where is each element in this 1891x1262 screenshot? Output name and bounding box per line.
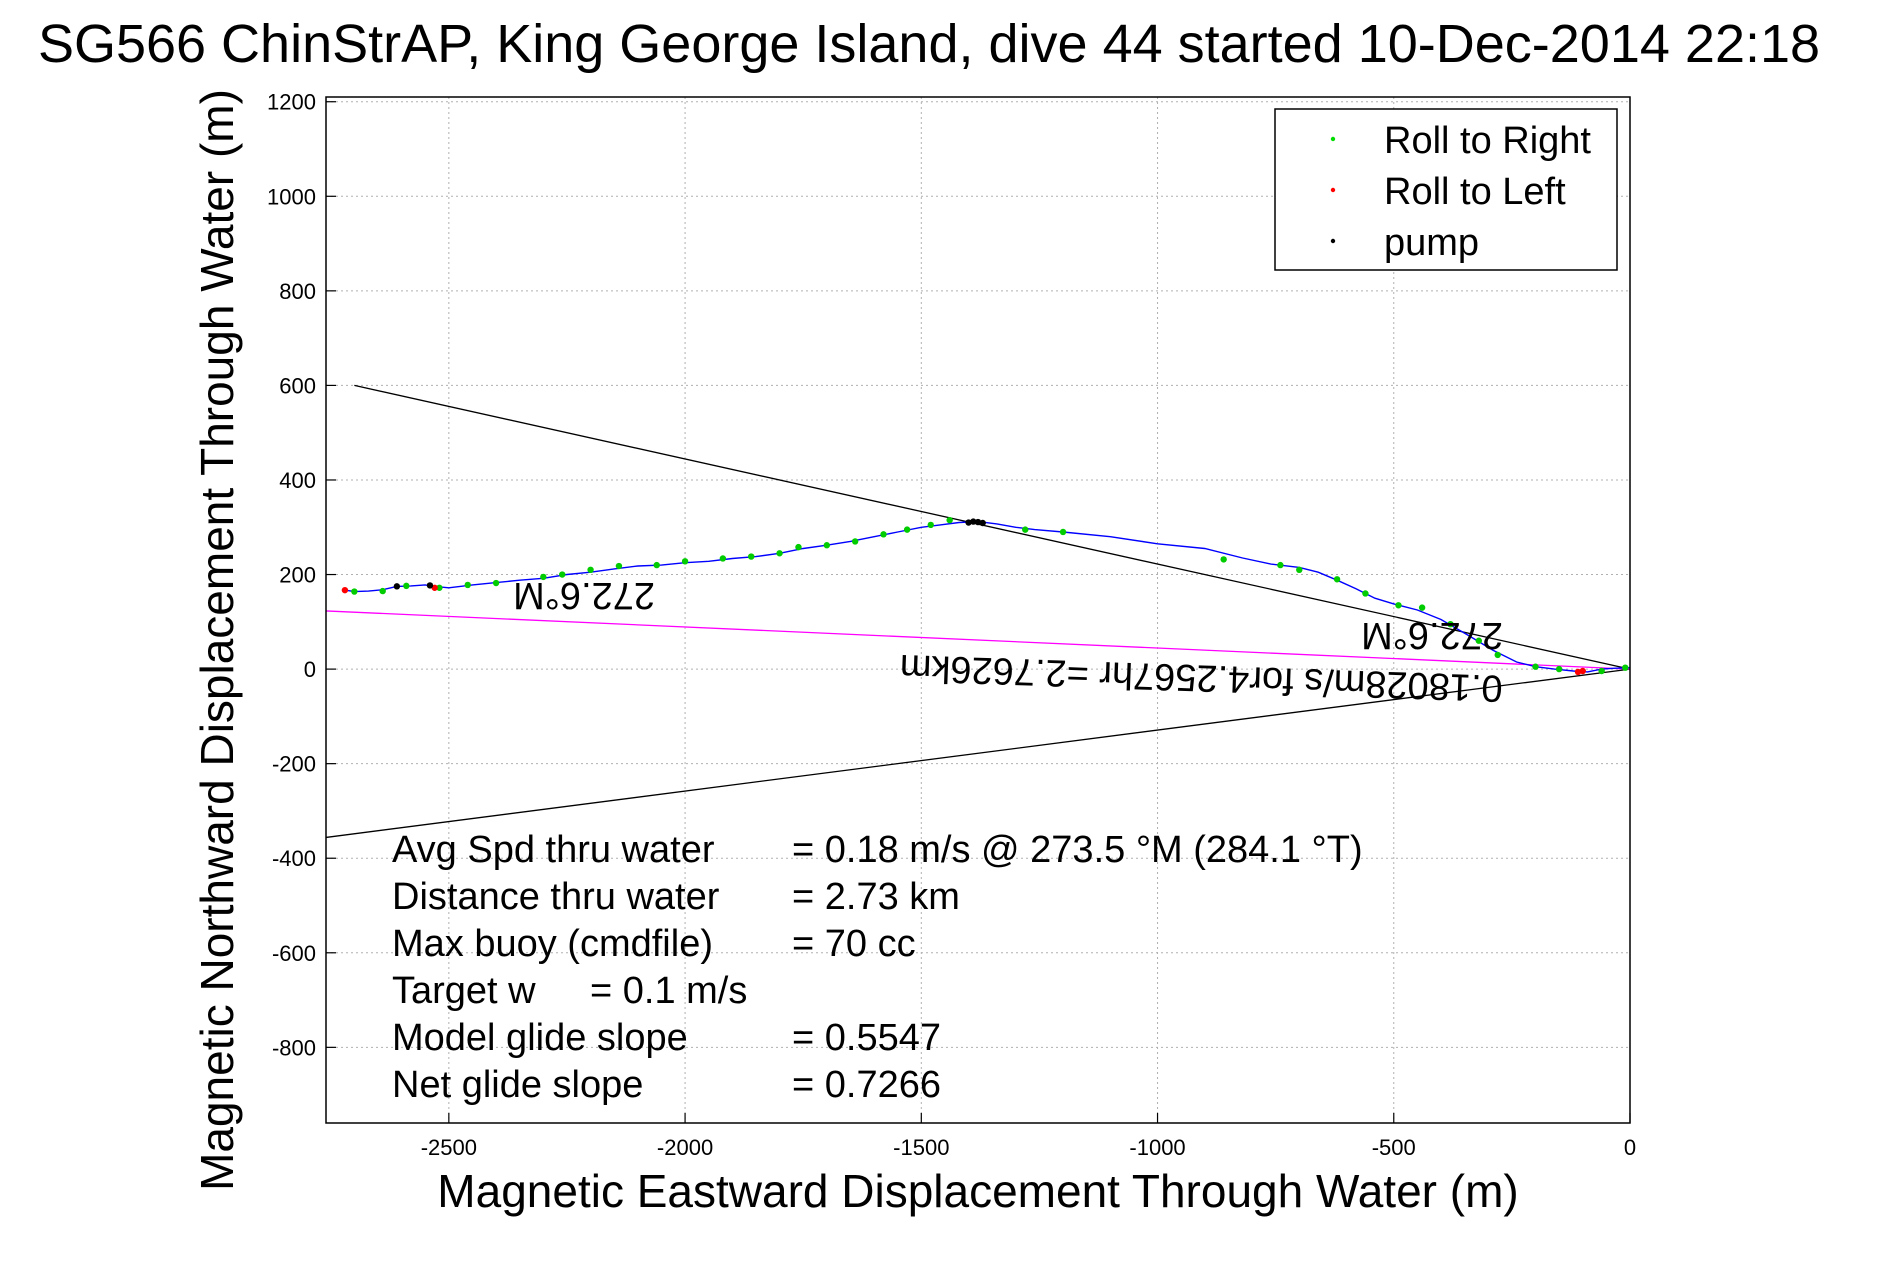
heading-lines bbox=[325, 384, 1631, 839]
x-tick-label: -2500 bbox=[421, 1135, 477, 1160]
stat-value: = 0.5547 bbox=[792, 1017, 941, 1059]
x-axis-label: Magnetic Eastward Displacement Through W… bbox=[437, 1165, 1518, 1217]
legend-marker-roll-left bbox=[1330, 187, 1336, 193]
roll-right-point bbox=[653, 561, 660, 569]
y-tick-label: 1200 bbox=[267, 90, 316, 115]
y-axis-ticks: 1200 1000 800 600 400 200 0 -200 -400 -600 -800 bbox=[267, 90, 336, 1060]
roll-right-point bbox=[1418, 604, 1426, 611]
y-tick-label: 200 bbox=[279, 563, 316, 588]
roll-right-point bbox=[464, 581, 471, 589]
roll-right-point bbox=[681, 558, 689, 565]
avg-heading-line bbox=[325, 610, 1631, 670]
y-tick-label: 0 bbox=[304, 657, 316, 682]
roll-right-point bbox=[1022, 526, 1029, 533]
roll-right-point bbox=[748, 553, 755, 560]
x-tick-label: 0 bbox=[1624, 1135, 1636, 1160]
stat-value: = 2.73 km bbox=[792, 876, 960, 918]
y-tick-label: -800 bbox=[272, 1035, 316, 1060]
y-tick-label: -600 bbox=[272, 941, 316, 966]
roll-pump-points bbox=[341, 516, 1629, 676]
y-tick-label: -200 bbox=[272, 752, 316, 777]
roll-right-point bbox=[351, 588, 358, 595]
roll-right-point bbox=[1277, 561, 1284, 569]
average-heading-line bbox=[325, 610, 1631, 670]
roll-right-point bbox=[903, 526, 911, 533]
x-tick-label: -2000 bbox=[657, 1135, 713, 1160]
legend-label-roll-left: Roll to Left bbox=[1384, 171, 1566, 213]
roll-right-point bbox=[436, 584, 443, 591]
y-tick-label: -400 bbox=[272, 846, 316, 871]
roll-right-point bbox=[946, 516, 953, 524]
stats-block: Avg Spd thru water = 0.18 m/s @ 273.5 °M … bbox=[392, 829, 1363, 1106]
stat-value: = 70 cc bbox=[792, 923, 916, 965]
legend-label-roll-right: Roll to Right bbox=[1384, 120, 1591, 162]
x-tick-label: -1500 bbox=[893, 1135, 949, 1160]
stat-value: = 0.7266 bbox=[792, 1064, 941, 1106]
legend: Roll to Right Roll to Left pump bbox=[1274, 108, 1618, 271]
roll-right-point bbox=[1395, 602, 1402, 609]
roll-right-point bbox=[795, 543, 802, 551]
pump-point bbox=[970, 518, 977, 525]
y-tick-label: 600 bbox=[279, 373, 316, 398]
roll-right-point bbox=[587, 566, 594, 574]
roll-right-point bbox=[1059, 528, 1067, 536]
stat-label: Target w bbox=[392, 970, 536, 1012]
legend-marker-pump bbox=[1330, 238, 1336, 244]
y-tick-label: 400 bbox=[279, 468, 316, 493]
roll-right-point bbox=[1598, 667, 1605, 675]
x-tick-label: -1000 bbox=[1129, 1135, 1185, 1160]
stat-label: Model glide slope bbox=[392, 1017, 688, 1059]
y-tick-label: 800 bbox=[279, 279, 316, 304]
roll-right-point bbox=[1494, 651, 1501, 659]
plot-frame bbox=[325, 96, 1631, 1124]
pump-point bbox=[426, 582, 434, 589]
y-tick-label: 1000 bbox=[267, 184, 316, 209]
roll-right-point bbox=[1475, 637, 1483, 644]
roll-left-point bbox=[1574, 668, 1582, 676]
roll-right-point bbox=[379, 587, 386, 595]
roll-right-point bbox=[492, 579, 500, 587]
roll-right-point bbox=[1362, 590, 1369, 597]
roll-left-point bbox=[431, 584, 438, 591]
pump-point bbox=[393, 583, 401, 590]
roll-right-point bbox=[1333, 576, 1341, 583]
legend-label-pump: pump bbox=[1384, 222, 1479, 264]
roll-right-point bbox=[559, 571, 566, 578]
stat-label: Distance thru water bbox=[392, 876, 720, 918]
heading-line bbox=[325, 668, 1631, 839]
heading-annotation-upper: 272.6°M bbox=[513, 574, 655, 616]
legend-marker-roll-right bbox=[1330, 136, 1336, 142]
roll-right-point bbox=[776, 550, 783, 557]
roll-right-point bbox=[823, 542, 831, 549]
roll-right-point bbox=[1296, 566, 1303, 574]
roll-right-point bbox=[927, 521, 934, 529]
heading-line bbox=[354, 384, 1631, 670]
stat-value: = 0.18 m/s @ 273.5 °M (284.1 °T) bbox=[792, 829, 1363, 871]
stat-label: Max buoy (cmdfile) bbox=[392, 923, 713, 965]
roll-right-point bbox=[1622, 664, 1629, 671]
roll-left-point bbox=[341, 586, 349, 594]
y-axis-label: Magnetic Northward Displacement Through … bbox=[191, 89, 243, 1191]
stat-label: Avg Spd thru water bbox=[392, 829, 715, 871]
roll-right-point bbox=[719, 555, 727, 562]
x-tick-label: -500 bbox=[1372, 1135, 1416, 1160]
roll-right-point bbox=[1447, 620, 1454, 628]
stat-label: Net glide slope bbox=[392, 1064, 643, 1106]
pump-point bbox=[979, 519, 986, 527]
roll-right-point bbox=[540, 573, 547, 581]
grid-lines bbox=[326, 97, 1631, 1123]
roll-right-point bbox=[615, 562, 623, 570]
x-axis-ticks: -2500 -2000 -1500 -1000 -500 0 bbox=[421, 1113, 1636, 1160]
heading-annotation-right: 272.6°M bbox=[1361, 614, 1503, 656]
stat-value: = 0.1 m/s bbox=[590, 970, 747, 1012]
roll-right-point bbox=[851, 538, 859, 545]
roll-right-point bbox=[1555, 665, 1563, 673]
chart-title: SG566 ChinStrAP, King George Island, div… bbox=[38, 14, 1820, 74]
roll-right-point bbox=[880, 531, 887, 538]
roll-right-point bbox=[1532, 663, 1539, 670]
roll-right-point bbox=[403, 582, 410, 590]
roll-right-point bbox=[1220, 556, 1227, 563]
